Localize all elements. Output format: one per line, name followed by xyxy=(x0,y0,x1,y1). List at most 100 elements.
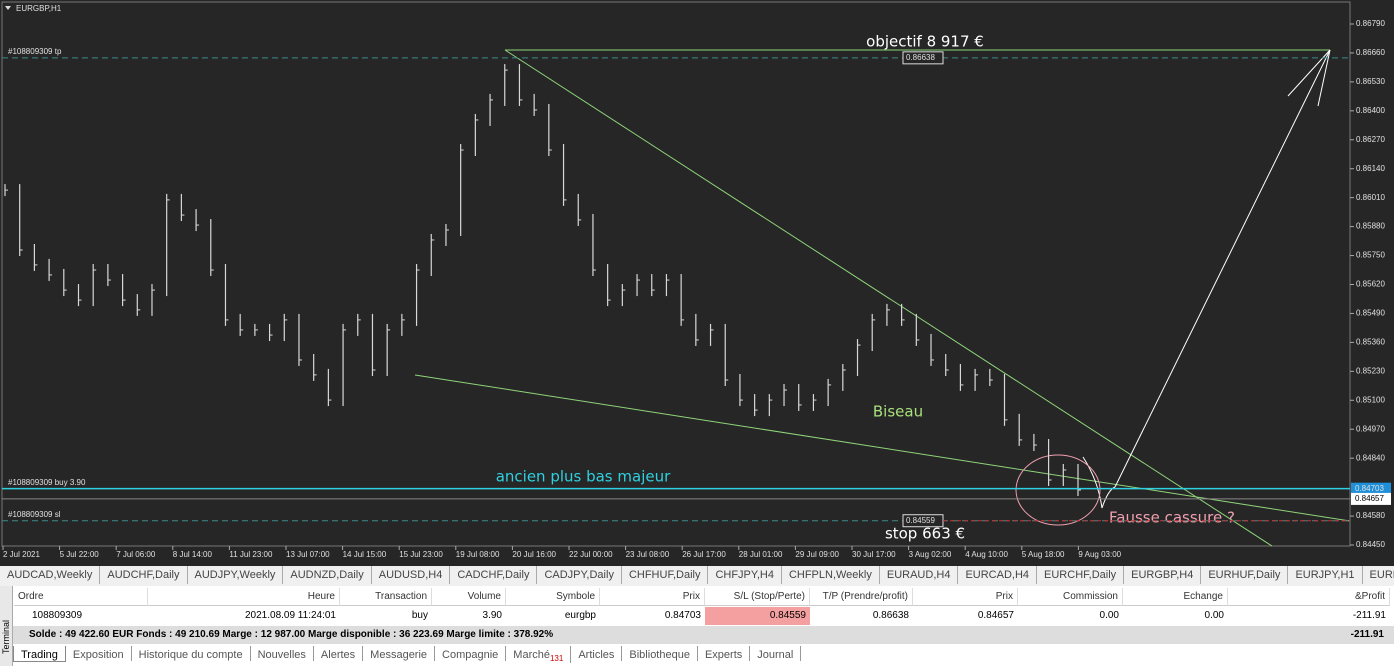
terminal-tabs: Trading Exposition Historique du compte Nou… xyxy=(13,646,1394,666)
symbol-tab[interactable]: EURAUD,H4 xyxy=(880,566,959,584)
price-label: 0.86140 xyxy=(1356,164,1385,173)
column-header[interactable]: Heure xyxy=(148,588,340,606)
symbol-tab[interactable]: EURCHF,Daily xyxy=(1037,566,1125,584)
table-cell: 108809309 xyxy=(32,610,83,621)
symbol-tab[interactable]: AUDNZD,Daily xyxy=(283,566,372,584)
level-price: 0.84703 xyxy=(1355,484,1384,493)
symbol-tab[interactable]: EURGBP,H4 xyxy=(1124,566,1202,584)
time-label: 26 Jul 17:00 xyxy=(682,550,726,559)
level-name: #108809309 buy 3.90 xyxy=(8,478,86,487)
terminal-tab[interactable]: Messagerie xyxy=(363,646,436,661)
column-header[interactable]: S/L (Stop/Perte) xyxy=(705,588,810,606)
annotation: Biseau xyxy=(873,403,923,421)
table-cell: 2021.08.09 11:24:01 xyxy=(244,610,336,621)
price-label: 0.84970 xyxy=(1356,424,1385,433)
table-cell: eurgbp xyxy=(564,610,596,621)
symbol-tab[interactable]: CHFJPY,H4 xyxy=(708,566,782,584)
bid-box xyxy=(1351,492,1391,505)
price-label: 0.85490 xyxy=(1356,309,1385,318)
column-header[interactable]: T/P (Prendre/profit) xyxy=(810,588,913,606)
price-label: 0.85360 xyxy=(1356,337,1385,346)
price-label: 0.84840 xyxy=(1356,453,1385,462)
price-label: 0.85880 xyxy=(1356,222,1385,231)
price-label: 0.85100 xyxy=(1356,395,1385,404)
terminal-tab[interactable]: Trading xyxy=(13,646,66,662)
price-label: 0.84450 xyxy=(1356,540,1385,549)
summary-profit: -211.91 xyxy=(1350,629,1384,640)
column-header[interactable]: Volume xyxy=(432,588,506,606)
symbol-tab[interactable]: EURHUF,Daily xyxy=(1201,566,1289,584)
time-label: 23 Jul 08:00 xyxy=(626,550,670,559)
symbol-tab[interactable]: CADCHF,Daily xyxy=(450,566,538,584)
column-header[interactable]: Ordre xyxy=(14,588,148,606)
level-price: 0.84559 xyxy=(906,516,935,525)
terminal-tab[interactable]: Exposition xyxy=(66,646,132,661)
terminal-tab[interactable]: Historique du compte xyxy=(132,646,251,661)
price-label: 0.84580 xyxy=(1356,511,1385,520)
time-label: 20 Jul 16:00 xyxy=(512,550,556,559)
table-cell: 0.00 xyxy=(1204,610,1224,621)
symbol-tab[interactable]: EURJPY,H1 xyxy=(1288,566,1363,584)
symbol-tab[interactable]: AUDJPY,Weekly xyxy=(188,566,284,584)
table-cell: 0.84657 xyxy=(977,610,1014,621)
time-label: 22 Jul 00:00 xyxy=(569,550,613,559)
table-cell: 0.84703 xyxy=(664,610,701,621)
time-label: 5 Jul 22:00 xyxy=(60,550,100,559)
time-label: 4 Aug 10:00 xyxy=(965,550,1008,559)
terminal-tab[interactable]: Journal xyxy=(750,646,802,661)
symbol-tabs: AUDCAD,Weekly AUDCHF,Daily AUDJPY,Weekly AU… xyxy=(0,566,1394,587)
terminal-tab[interactable]: Nouvelles xyxy=(251,646,314,661)
price-label: 0.86530 xyxy=(1356,77,1385,86)
symbol-tab[interactable]: AUDUSD,H4 xyxy=(372,566,451,584)
symbol-tab[interactable]: EURCAD,H4 xyxy=(958,566,1038,584)
trend-line xyxy=(504,49,1273,547)
level-name: #108809309 tp xyxy=(8,47,62,56)
time-label: 11 Jul 23:00 xyxy=(229,550,273,559)
time-label: 14 Jul 15:00 xyxy=(343,550,387,559)
symbol-tab[interactable]: CADJPY,Daily xyxy=(537,566,622,584)
price-label: 0.85620 xyxy=(1356,280,1385,289)
level-name: #108809309 sl xyxy=(8,510,61,519)
time-label: 28 Jul 01:00 xyxy=(739,550,783,559)
price-label: 0.86400 xyxy=(1356,106,1385,115)
side-label: Terminal xyxy=(1,620,11,655)
chart: EURGBP,H1 objectif 8 917 € Biseau ancien… xyxy=(0,0,1394,566)
summary-row: Solde : 49 422.60 EUR Fonds : 49 210.69 … xyxy=(13,626,1394,644)
symbol-tab[interactable]: CHFHUF,Daily xyxy=(622,566,709,584)
level-box xyxy=(902,51,944,65)
terminal-tab[interactable]: Compagnie xyxy=(435,646,507,661)
time-label: 8 Jul 14:00 xyxy=(173,550,213,559)
column-header[interactable]: Echange xyxy=(1123,588,1228,606)
terminal-tab[interactable]: Experts xyxy=(698,646,751,661)
chart-background xyxy=(0,0,1394,566)
terminal-tab[interactable]: Marché131 xyxy=(506,646,572,664)
column-header[interactable]: Prix xyxy=(913,588,1018,606)
column-header[interactable]: Transaction xyxy=(340,588,432,606)
symbol-tab[interactable]: AUDCHF,Daily xyxy=(100,566,188,584)
column-header[interactable]: &Profit xyxy=(1228,588,1390,606)
symbol-tab[interactable]: AUDCAD,Weekly xyxy=(0,566,101,584)
time-label: 13 Jul 07:00 xyxy=(286,550,330,559)
arrow-line xyxy=(1114,49,1331,488)
menu-arrow[interactable] xyxy=(5,6,11,10)
table-cell: -211.91 xyxy=(1352,610,1386,621)
symbol-tab[interactable]: CHFPLN,Weekly xyxy=(782,566,880,584)
terminal-tab[interactable]: Articles xyxy=(571,646,623,661)
column-header[interactable]: Prix xyxy=(600,588,705,606)
annotation: stop 663 € xyxy=(885,525,965,543)
time-label: 29 Jul 09:00 xyxy=(795,550,839,559)
price-label: 0.86790 xyxy=(1356,19,1385,28)
column-header[interactable]: Symbole xyxy=(506,588,600,606)
terminal-tab[interactable]: Bibliotheque xyxy=(622,646,698,661)
price-label: 0.86010 xyxy=(1356,193,1385,202)
arrow-head xyxy=(1317,49,1331,107)
time-label: 9 Aug 03:00 xyxy=(1078,550,1121,559)
symbol-tab[interactable]: EURNO xyxy=(1363,566,1394,584)
annotation: ancien plus bas majeur xyxy=(496,468,671,486)
terminal-tab[interactable]: Alertes xyxy=(314,646,364,661)
bid-price: 0.84657 xyxy=(1355,494,1384,503)
price-label: 0.85750 xyxy=(1356,251,1385,260)
column-header[interactable]: Commission xyxy=(1018,588,1123,606)
time-label: 30 Jul 17:00 xyxy=(852,550,896,559)
